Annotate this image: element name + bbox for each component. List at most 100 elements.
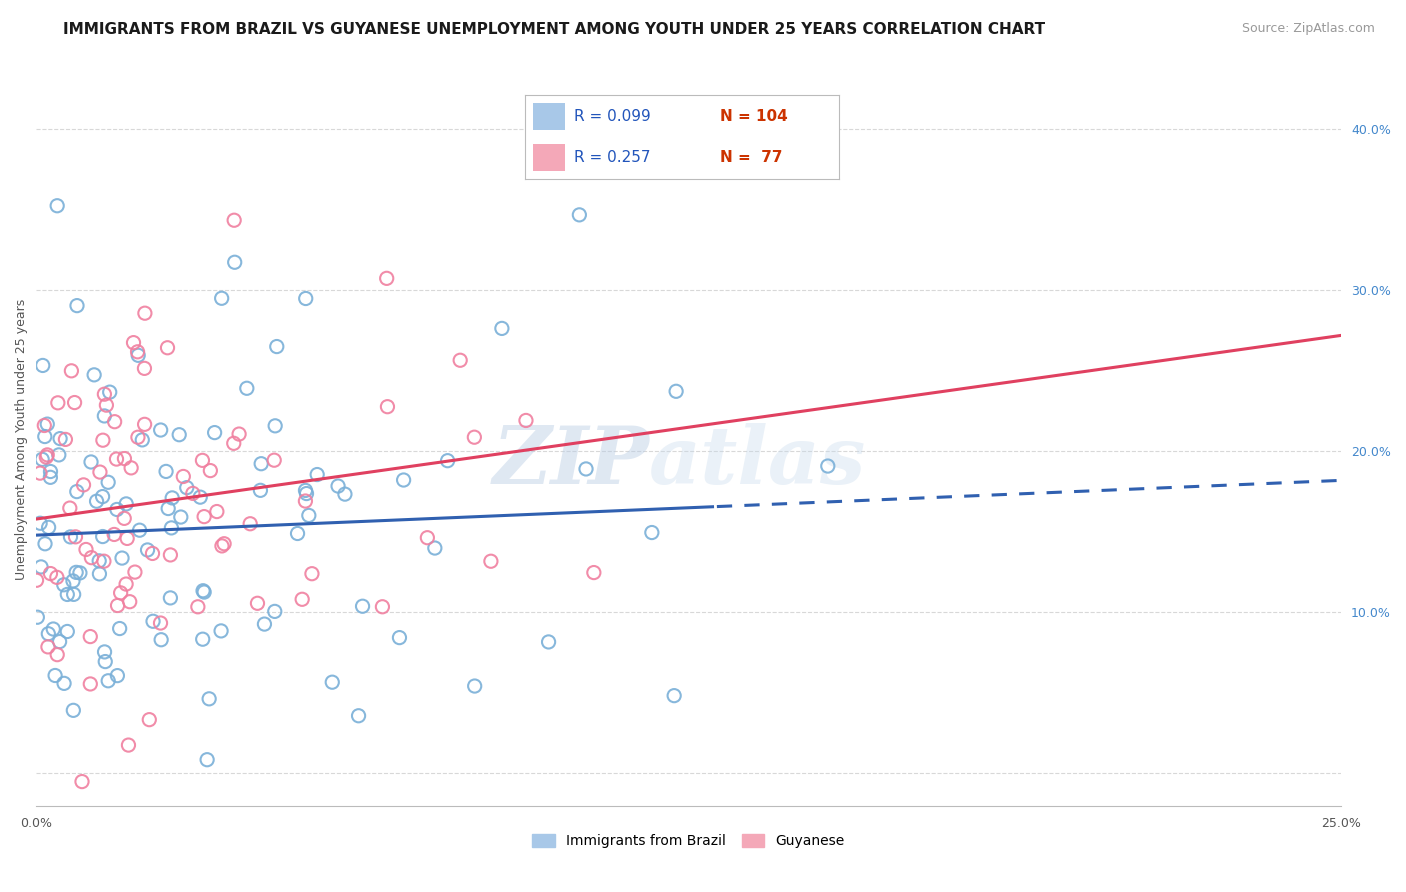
Point: [34, 429, 56, 443]
Point: [149, 423, 172, 437]
Point: [449, 353, 471, 368]
Point: [80, 455, 103, 469]
Point: [291, 592, 314, 607]
Point: [91, 530, 114, 544]
Legend: Immigrants from Brazil, Guyanese: Immigrants from Brazil, Guyanese: [527, 829, 851, 854]
Point: [236, 381, 259, 395]
Point: [464, 679, 486, 693]
Point: [294, 483, 316, 498]
Point: [228, 427, 250, 442]
Point: [209, 624, 232, 638]
Text: ZIP: ZIP: [492, 423, 650, 500]
Point: [112, 451, 135, 466]
Point: [127, 344, 149, 359]
Point: [93, 387, 115, 401]
Point: [44, 668, 66, 682]
Point: [89, 554, 111, 568]
Point: [48, 448, 70, 462]
Point: [27, 610, 49, 624]
Point: [110, 586, 132, 600]
Point: [131, 433, 153, 447]
Point: [105, 452, 128, 467]
Point: [191, 453, 214, 467]
Point: [191, 632, 214, 647]
Point: [55, 433, 77, 447]
Point: [60, 364, 83, 378]
Point: [39, 465, 62, 479]
Text: IMMIGRANTS FROM BRAZIL VS GUYANESE UNEMPLOYMENT AMONG YOUTH UNDER 25 YEARS CORRE: IMMIGRANTS FROM BRAZIL VS GUYANESE UNEMP…: [63, 22, 1046, 37]
Point: [28, 466, 51, 480]
Point: [159, 591, 181, 605]
Point: [176, 481, 198, 495]
Point: [31, 359, 53, 373]
Point: [25, 574, 48, 588]
Point: [115, 497, 138, 511]
Point: [250, 457, 273, 471]
Point: [104, 415, 127, 429]
Point: [266, 340, 288, 354]
Point: [120, 461, 142, 475]
Point: [149, 615, 172, 630]
Point: [46, 199, 69, 213]
Point: [117, 738, 139, 752]
Point: [89, 566, 111, 581]
Point: [665, 384, 688, 399]
Point: [333, 487, 356, 501]
Point: [200, 464, 222, 478]
Point: [70, 774, 93, 789]
Y-axis label: Unemployment Among Youth under 25 years: Unemployment Among Youth under 25 years: [15, 299, 28, 580]
Point: [264, 418, 287, 433]
Point: [66, 484, 89, 499]
Point: [436, 453, 458, 467]
Point: [37, 417, 59, 431]
Point: [662, 689, 685, 703]
Point: [191, 583, 214, 598]
Point: [377, 400, 399, 414]
Point: [38, 520, 60, 534]
Text: Source: ZipAtlas.com: Source: ZipAtlas.com: [1241, 22, 1375, 36]
Text: atlas: atlas: [650, 423, 866, 500]
Point: [352, 599, 374, 614]
Point: [30, 516, 52, 531]
Point: [423, 541, 446, 555]
Point: [103, 527, 125, 541]
Point: [294, 292, 316, 306]
Point: [141, 546, 163, 560]
Point: [307, 467, 329, 482]
Point: [86, 494, 108, 508]
Point: [568, 208, 591, 222]
Point: [326, 479, 349, 493]
Point: [222, 436, 245, 450]
Point: [107, 599, 129, 613]
Point: [582, 566, 605, 580]
Point: [575, 462, 598, 476]
Point: [91, 433, 114, 447]
Point: [246, 596, 269, 610]
Point: [93, 645, 115, 659]
Point: [187, 599, 209, 614]
Point: [75, 542, 97, 557]
Point: [321, 675, 343, 690]
Point: [239, 516, 262, 531]
Point: [157, 501, 180, 516]
Point: [62, 574, 84, 588]
Point: [31, 452, 53, 467]
Point: [205, 504, 228, 518]
Point: [134, 306, 156, 320]
Point: [56, 624, 79, 639]
Point: [48, 634, 70, 648]
Point: [301, 566, 323, 581]
Point: [79, 677, 101, 691]
Point: [34, 418, 56, 433]
Point: [83, 368, 105, 382]
Point: [115, 532, 138, 546]
Point: [155, 465, 177, 479]
Point: [53, 676, 76, 690]
Point: [167, 427, 190, 442]
Point: [115, 577, 138, 591]
Point: [294, 494, 316, 508]
Point: [193, 585, 215, 599]
Point: [98, 385, 121, 400]
Point: [170, 510, 193, 524]
Point: [105, 502, 128, 516]
